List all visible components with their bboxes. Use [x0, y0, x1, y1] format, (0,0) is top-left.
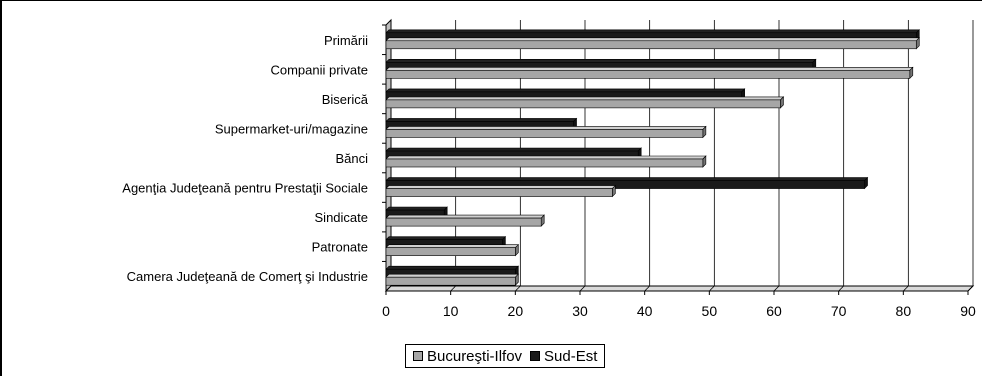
legend-label-bucuresti-ilfov: Bucureşti-Ilfov: [427, 347, 523, 365]
category-label-patronate: Patronate: [312, 240, 368, 255]
bar-bucuresti-ilfov-primarii: [385, 37, 920, 50]
bar-bucuresti-ilfov-camera-judeteana-de-comert-si-industrie: [385, 273, 520, 286]
x-tick-label: 40: [637, 303, 653, 319]
gridline-floor: [967, 285, 974, 292]
category-label-companii-private: Companii private: [270, 62, 368, 77]
x-tick-label: 10: [443, 303, 459, 319]
gridline-floor: [450, 285, 456, 292]
plot-floor: [384, 285, 975, 292]
bar-bucuresti-ilfov-companii-private: [385, 66, 914, 80]
category-label-banci: Bănci: [335, 151, 368, 166]
gridline-floor: [773, 285, 780, 292]
x-tick-label: 0: [382, 303, 390, 319]
gridline-floor: [515, 285, 521, 292]
category-label-biserica: Biserică: [322, 92, 369, 107]
x-tick-label: 60: [766, 303, 782, 319]
x-tick-label: 70: [831, 303, 847, 319]
x-tick-label: 80: [896, 303, 912, 319]
gridline-floor: [579, 285, 586, 292]
bar-sud-est-agentia-judeteana-pentru-prestatii-sociale: [385, 176, 869, 190]
x-tick-label: 90: [960, 303, 976, 319]
bar-bucuresti-ilfov-agentia-judeteana-pentru-prestatii-sociale: [385, 184, 617, 198]
bar-sud-est-biserica: [385, 88, 746, 101]
category-label-camera-judeteana-de-comert-si-industrie: Camera Judeţeană de Comerţ şi Industrie: [127, 269, 368, 284]
gridline-floor: [644, 285, 650, 292]
legend-label-sud-est: Sud-Est: [544, 347, 598, 365]
bar-bucuresti-ilfov-patronate: [385, 243, 520, 257]
gridline-floor: [709, 285, 715, 292]
gridline-floor: [838, 285, 844, 292]
bar-bucuresti-ilfov-sindicate: [385, 214, 545, 227]
category-label-primarii: Primării: [324, 33, 368, 48]
gridline-floor: [903, 285, 909, 292]
x-tick-label: 20: [508, 303, 524, 319]
x-tick-label: 50: [702, 303, 718, 319]
category-label-sindicate: Sindicate: [315, 210, 368, 225]
legend-swatch-sud-est: [530, 351, 541, 361]
x-tick-label: 30: [572, 303, 588, 319]
category-label-supermarket-uri-magazine: Supermarket-uri/magazine: [215, 121, 368, 136]
legend: Bucureşti-Ilfov Sud-Est: [405, 344, 606, 368]
legend-item-bucuresti-ilfov: Bucureşti-Ilfov: [413, 348, 522, 365]
bar-bucuresti-ilfov-biserica: [385, 96, 785, 109]
legend-item-sud-est: Sud-Est: [530, 348, 597, 365]
bar-bucuresti-ilfov-banci: [385, 155, 707, 168]
bar-bucuresti-ilfov-supermarket-uri-magazine: [385, 125, 707, 139]
category-label-agentia-judeteana-pentru-prestatii-sociale: Agenţia Judeţeană pentru Prestaţii Socia…: [122, 181, 368, 196]
legend-swatch-bucuresti-ilfov: [413, 351, 423, 361]
